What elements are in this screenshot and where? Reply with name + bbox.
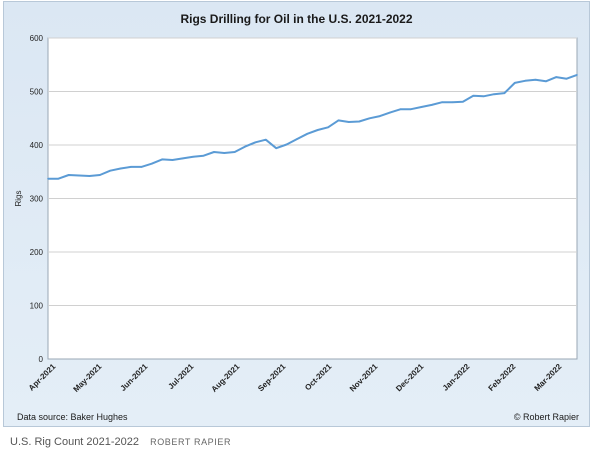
data-point xyxy=(182,157,184,160)
data-point xyxy=(451,101,454,103)
data-point xyxy=(213,151,215,153)
data-point xyxy=(150,162,153,165)
x-tick-label: Apr-2021 xyxy=(27,362,58,393)
data-point xyxy=(462,100,464,103)
caption-credit: ROBERT RAPIER xyxy=(150,437,232,447)
data-point xyxy=(358,120,361,123)
x-tick-label: Mar-2022 xyxy=(533,362,564,393)
x-tick-label: Jul-2021 xyxy=(166,362,195,391)
rig-count-line-chart: 0 100 200 300 400 500 600 Rigs Apr-2021 May-2021 J… xyxy=(14,34,578,394)
data-point xyxy=(306,133,309,135)
data-point xyxy=(296,138,298,140)
data-point xyxy=(99,174,101,176)
data-source-note: Data source: Baker Hughes xyxy=(17,412,128,422)
data-point xyxy=(57,177,60,180)
data-point xyxy=(576,74,578,76)
data-point xyxy=(130,166,132,168)
data-point xyxy=(555,76,558,78)
data-point xyxy=(140,166,143,168)
data-point xyxy=(285,143,288,146)
data-point xyxy=(67,174,70,176)
data-point xyxy=(565,77,568,80)
chart-title: Rigs Drilling for Oil in the U.S. 2021-2… xyxy=(180,12,413,26)
data-point xyxy=(348,121,350,123)
y-tick-label: 100 xyxy=(30,302,44,311)
y-tick-label: 600 xyxy=(30,34,44,43)
x-tick-label: Dec-2021 xyxy=(394,362,426,394)
x-tick-label: Sep-2021 xyxy=(256,362,288,394)
caption-text: U.S. Rig Count 2021-2022 xyxy=(10,436,140,448)
data-point xyxy=(431,104,433,106)
data-point xyxy=(472,95,475,97)
data-point xyxy=(316,129,319,131)
data-point xyxy=(78,174,80,177)
data-point xyxy=(368,117,371,120)
copyright-note: © Robert Rapier xyxy=(513,412,579,422)
y-axis-label: Rigs xyxy=(14,190,23,206)
data-point xyxy=(389,111,392,114)
data-point xyxy=(514,82,516,84)
data-point xyxy=(109,169,111,172)
data-point xyxy=(399,108,402,110)
y-tick-label: 400 xyxy=(30,141,44,150)
data-point xyxy=(202,154,205,157)
y-tick-label: 300 xyxy=(30,195,44,204)
data-point xyxy=(420,106,423,108)
x-tick-label: Jan-2022 xyxy=(441,362,472,393)
data-point xyxy=(441,101,444,103)
data-point xyxy=(244,145,246,148)
chart-frame: Rigs Drilling for Oil in the U.S. 2021-2… xyxy=(3,1,590,427)
x-tick-label: May-2021 xyxy=(72,362,104,394)
data-point xyxy=(534,78,537,81)
data-point xyxy=(482,95,485,98)
data-point xyxy=(47,177,49,180)
data-point xyxy=(161,158,163,161)
data-point xyxy=(88,175,91,177)
x-tick-label: Feb-2022 xyxy=(487,362,518,393)
data-point xyxy=(192,156,194,158)
data-point xyxy=(493,93,495,95)
data-point xyxy=(327,126,329,129)
x-tick-label: Oct-2021 xyxy=(303,362,334,393)
x-tick-label: Aug-2021 xyxy=(210,362,242,394)
data-point xyxy=(233,151,236,153)
data-point xyxy=(379,115,381,117)
data-point xyxy=(503,92,506,94)
data-point xyxy=(265,138,267,141)
data-point xyxy=(119,167,122,170)
y-tick-label: 200 xyxy=(30,248,44,257)
x-tick-label: Jun-2021 xyxy=(119,362,150,393)
data-point xyxy=(171,159,174,161)
data-point xyxy=(254,141,257,144)
y-tick-label: 0 xyxy=(39,355,44,364)
data-point xyxy=(337,119,340,122)
data-point xyxy=(545,80,547,83)
data-point xyxy=(275,147,278,149)
image-caption: U.S. Rig Count 2021-2022 ROBERT RAPIER xyxy=(10,436,231,448)
x-tick-label: Nov-2021 xyxy=(348,362,380,394)
data-point xyxy=(410,108,412,110)
data-point xyxy=(223,152,226,154)
series-line xyxy=(48,73,578,180)
data-point xyxy=(524,80,526,82)
y-tick-label: 500 xyxy=(30,88,44,97)
